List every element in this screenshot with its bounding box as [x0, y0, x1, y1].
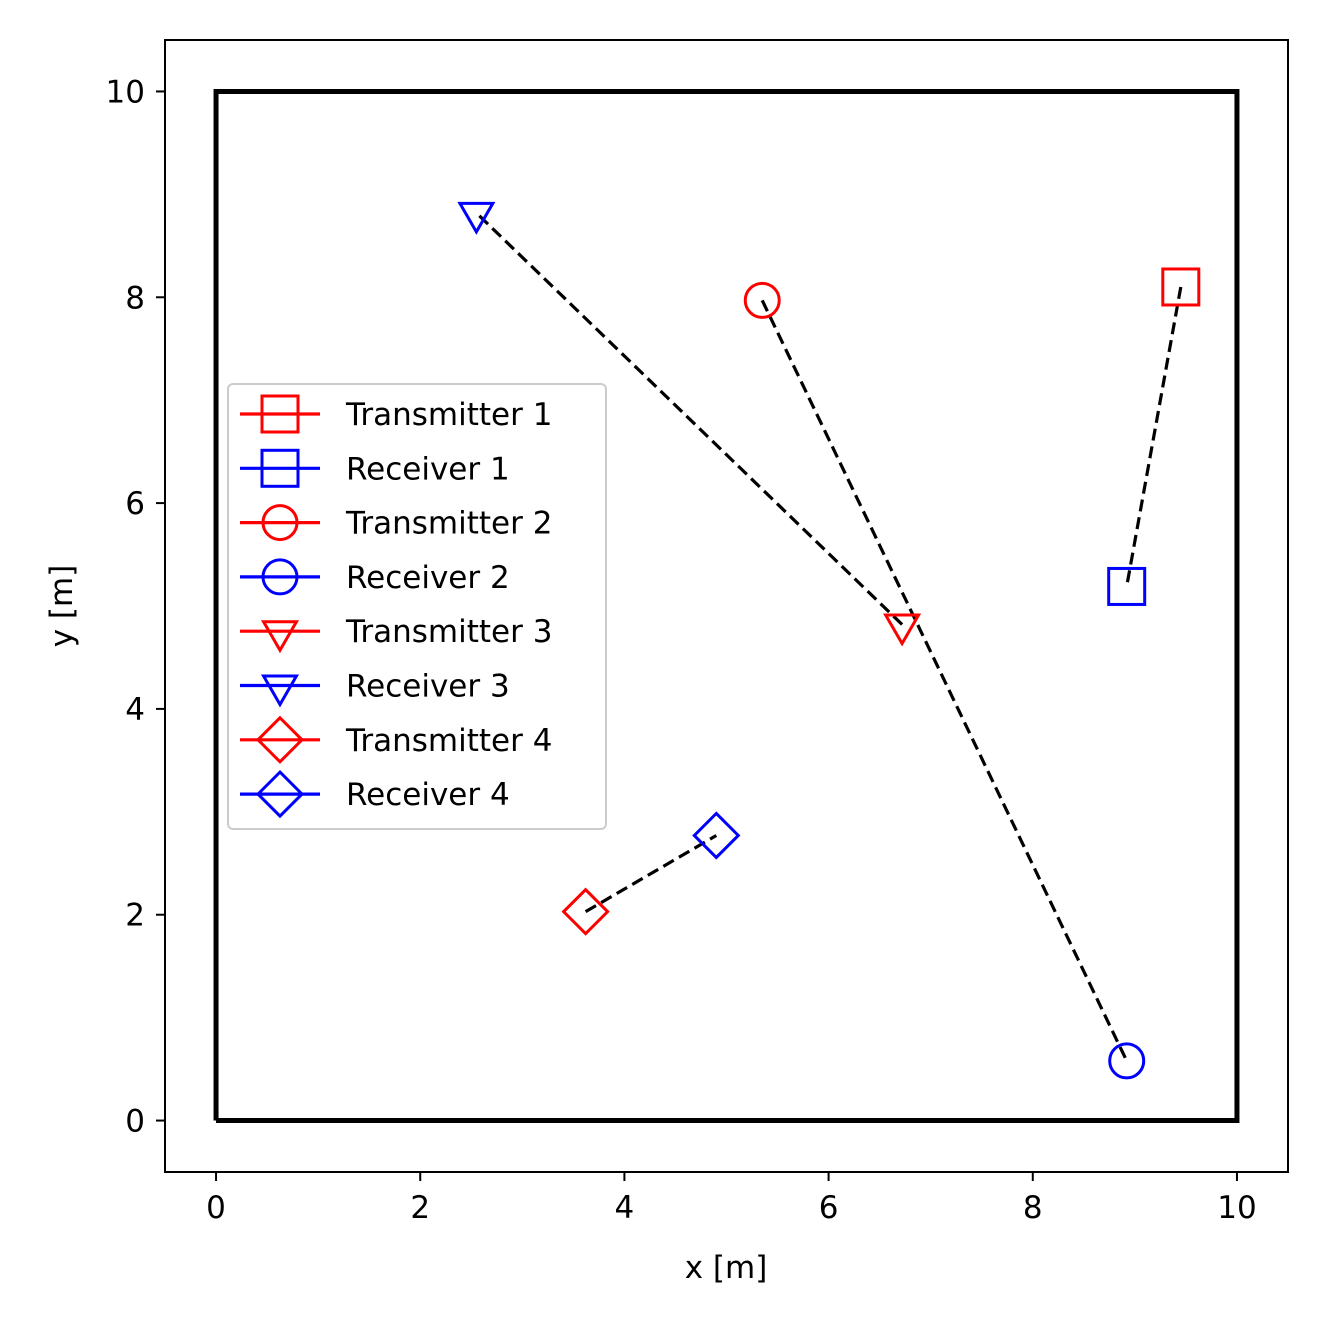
legend-marker-transmitter-4 [255, 715, 305, 764]
x-tick-label: 0 [206, 1190, 226, 1226]
legend-entry-transmitter-4: Transmitter 4 [240, 715, 552, 764]
legend-marker-receiver-2 [261, 558, 299, 596]
transmitter-3-marker [883, 613, 922, 647]
x-tick-label: 8 [1023, 1190, 1043, 1226]
x-tick-label: 10 [1217, 1190, 1256, 1226]
x-axis-label: x [m] [685, 1250, 768, 1286]
x-tick-label: 2 [410, 1190, 430, 1226]
link-line-3 [475, 211, 904, 626]
legend-label-transmitter-4: Transmitter 4 [345, 723, 552, 759]
legend-entry-receiver-4: Receiver 4 [240, 769, 510, 819]
legend-marker-transmitter-2 [261, 504, 299, 542]
legend-label-receiver-1: Receiver 1 [346, 451, 510, 487]
legend-entry-transmitter-2: Transmitter 2 [240, 504, 552, 542]
receiver-2-marker [1108, 1042, 1146, 1080]
legend-marker-transmitter-1 [260, 394, 300, 434]
legend-box [227, 383, 607, 830]
transmitter-4-marker [561, 887, 610, 936]
receiver-3-marker [457, 201, 496, 235]
legend-marker-receiver-1 [260, 448, 300, 488]
y-tick-label: 6 [125, 486, 145, 522]
link-line-1 [1125, 286, 1183, 587]
legend-entry-receiver-2: Receiver 2 [240, 558, 510, 596]
legend-label-receiver-4: Receiver 4 [346, 777, 510, 813]
y-tick-label: 0 [125, 1104, 145, 1140]
transmitter-2-marker [743, 281, 781, 319]
legend-label-receiver-2: Receiver 2 [346, 560, 510, 596]
y-tick-label: 8 [125, 280, 145, 316]
legend-label-transmitter-2: Transmitter 2 [345, 506, 552, 542]
y-axis-label: y [m] [44, 565, 80, 648]
legend-entry-receiver-3: Receiver 3 [240, 669, 510, 708]
receiver-4-marker [692, 811, 741, 860]
legend-marker-receiver-4 [255, 769, 305, 819]
receiver-1-marker [1107, 566, 1147, 606]
legend: Transmitter 1 Receiver 1 Transmitter 2 Rece… [227, 383, 607, 830]
axes-frame [164, 39, 1289, 1173]
x-tick-label: 6 [819, 1190, 839, 1226]
axes: 0 2 4 6 8 10 0 2 4 6 8 10 [106, 39, 1289, 1226]
y-tick-label: 4 [125, 692, 145, 728]
y-tick-label: 2 [125, 898, 145, 934]
legend-label-transmitter-1: Transmitter 1 [345, 397, 552, 433]
legend-label-transmitter-3: Transmitter 3 [345, 614, 552, 650]
y-tick-label: 10 [106, 74, 145, 110]
legend-entry-transmitter-3: Transmitter 3 [240, 614, 552, 654]
legend-entry-transmitter-1: Transmitter 1 [240, 394, 552, 434]
x-tick-label: 4 [615, 1190, 635, 1226]
plot-area [213, 88, 1240, 1124]
legend-marker-transmitter-3 [260, 620, 300, 654]
link-line-2 [760, 299, 1129, 1062]
legend-label-receiver-3: Receiver 3 [346, 669, 510, 705]
room-boundary [213, 88, 1240, 1124]
link-line-4 [584, 834, 718, 914]
legend-entry-receiver-1: Receiver 1 [240, 448, 510, 488]
legend-marker-receiver-3 [260, 674, 300, 708]
transmitter-1-marker [1161, 267, 1201, 307]
